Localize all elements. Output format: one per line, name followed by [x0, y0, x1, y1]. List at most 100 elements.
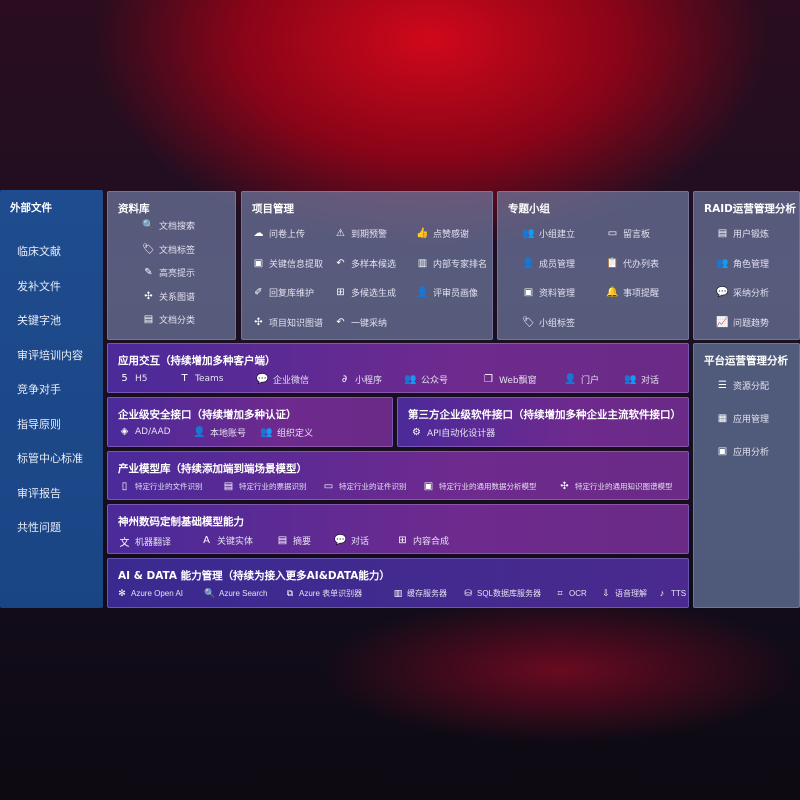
feature-item[interactable]: ▣ 应用分析 [716, 445, 769, 458]
feature-item[interactable]: ⊞ 内容合成 [396, 534, 449, 547]
feature-item[interactable]: 👤 门户 [564, 373, 599, 386]
feature-item[interactable]: 文机器翻译 [118, 534, 172, 549]
feature-item[interactable]: 👥 对话 [624, 373, 659, 386]
sidebar-item[interactable]: 竞争对手 [17, 383, 61, 396]
feature-item[interactable]: ▤ 文档分类 [142, 313, 195, 326]
feature-item[interactable]: 👥 角色管理 [716, 257, 769, 270]
feature-item[interactable]: ⛁ SQL数据库服务器 [462, 588, 541, 599]
feature-item[interactable]: ⊞ 多候选生成 [334, 286, 396, 299]
feature-label: 摘要 [293, 537, 312, 547]
feature-item[interactable]: 🏷 小组标签 [522, 316, 575, 329]
feature-item[interactable]: 👤 本地账号 [193, 426, 246, 439]
web-window-icon: ❐ [484, 374, 493, 385]
feature-item[interactable]: ✎ 高亮提示 [142, 266, 195, 279]
sidebar-item[interactable]: 指导原则 [17, 417, 61, 431]
feature-label: SQL数据库服务器 [477, 589, 542, 598]
feature-label: 点赞感谢 [433, 230, 470, 240]
feature-item[interactable]: ❐ Web飘窗 [482, 373, 537, 386]
feature-item[interactable]: ▣ 关键信息提取 [252, 257, 323, 270]
sidebar-item[interactable]: 共性问题 [17, 521, 61, 534]
feature-item[interactable]: ☁ 问卷上传 [252, 227, 306, 240]
portal-icon: 👤 [564, 374, 577, 385]
feature-item[interactable]: ✐ 回复库维护 [252, 286, 314, 299]
feature-label: 小程序 [355, 376, 383, 386]
sidebar-item[interactable]: 审评培训内容 [17, 348, 83, 362]
feature-item[interactable]: 💬 采纳分析 [716, 286, 769, 299]
feature-label: H5 [135, 373, 148, 384]
feature-item[interactable]: 👍 点赞感谢 [416, 227, 469, 240]
apps-icon: ▦ [717, 413, 728, 424]
sidebar-item[interactable]: 关键字池 [17, 314, 61, 327]
feature-item[interactable]: ✣ 项目知识图谱 [252, 316, 323, 329]
feature-item[interactable]: 👥 小组建立 [522, 227, 575, 240]
feature-label: Azure 表单识别器 [299, 589, 363, 598]
feature-item[interactable]: 🏷 文档标签 [142, 243, 195, 256]
clipboard-icon: 📋 [606, 257, 619, 269]
feature-item[interactable]: ▥ 缓存服务器 [392, 588, 447, 599]
feature-item[interactable]: ⧉ Azure 表单识别器 [284, 588, 362, 599]
feature-item[interactable]: 👥 组织定义 [260, 426, 313, 439]
sql-icon: ⛁ [464, 588, 472, 598]
sidebar-title: 外部文件 [10, 202, 52, 214]
feature-item[interactable]: ▯ 特定行业的文件识别 [118, 481, 203, 492]
ranking-icon: ▥ [417, 257, 428, 269]
feature-item[interactable]: ▣ 特定行业的通用数据分析模型 [422, 481, 537, 492]
sidebar-item[interactable]: 标管中心标准 [17, 452, 83, 465]
feature-label: 留言板 [623, 230, 651, 240]
reply-icon: ↶ [336, 316, 345, 328]
feature-item[interactable]: 💬 企业微信 [256, 373, 309, 386]
feature-label: 小组标签 [539, 318, 576, 329]
feature-item[interactable]: 🔔 事项提醒 [606, 286, 659, 299]
feature-item[interactable]: ☰ 资源分配 [716, 379, 769, 392]
feature-item[interactable]: ✣ 关系图谱 [142, 290, 195, 303]
feature-item[interactable]: ⇩ 语音理解 [600, 588, 647, 599]
feature-item[interactable]: ⌗ OCR [554, 588, 586, 599]
feature-label: 角色管理 [733, 259, 770, 270]
platform-title: 平台运营管理分析 [704, 355, 788, 367]
feature-item[interactable]: 👤 评审员画像 [416, 286, 478, 299]
panel-library: 资料库 🔍 文档搜索 🏷 文档标签 ✎ 高亮提示 ✣ 关系图谱 ▤ 文档分类 [107, 191, 236, 340]
knowledge-graph-icon: ✣ [254, 316, 263, 328]
feature-item[interactable]: ▭ 特定行业的证件识别 [322, 481, 407, 492]
feature-item[interactable]: 👥 公众号 [404, 373, 448, 386]
feature-item[interactable]: 🔍 文档搜索 [142, 219, 195, 232]
chat-icon: 👥 [624, 374, 637, 385]
users-icon: 👥 [716, 257, 729, 269]
file-icon: ▯ [121, 481, 128, 492]
sidebar-item[interactable]: 发补文件 [17, 279, 61, 293]
feature-item[interactable]: ▤ 用户锻炼 [716, 227, 769, 240]
feature-item[interactable]: ⚙ API自动化设计器 [410, 426, 495, 439]
feature-label: 内容合成 [413, 537, 450, 547]
feature-item[interactable]: ▥ 内部专家排名 [416, 257, 487, 270]
feature-item[interactable]: ✻ Azure Open AI [116, 588, 183, 599]
feature-item[interactable]: ∂ 小程序 [338, 373, 382, 386]
feature-item[interactable]: T Teams [178, 373, 223, 384]
sidebar-item[interactable]: 审评报告 [17, 486, 61, 500]
feature-item[interactable]: ▭ 留言板 [606, 227, 650, 240]
feature-item[interactable]: 📈 问题趋势 [716, 316, 769, 329]
feature-item[interactable]: ⚠ 到期预警 [334, 227, 387, 240]
feature-item[interactable]: ▤ 特定行业的票据识别 [222, 481, 307, 492]
feature-item[interactable]: ↶ 一键采纳 [334, 316, 387, 329]
feature-item[interactable]: 📋 代办列表 [606, 257, 659, 270]
trend-icon: 📈 [716, 316, 729, 328]
feature-item[interactable]: ♪ TTS [656, 588, 686, 598]
feature-label: Web飘窗 [499, 376, 537, 386]
feature-item[interactable]: ↶ 多样本候选 [334, 257, 396, 270]
feature-label: 代办列表 [623, 259, 660, 270]
feature-item[interactable]: 💬 对话 [334, 534, 369, 547]
analysis-icon: ▣ [717, 446, 728, 457]
feature-label: 问题趋势 [733, 318, 770, 329]
feature-item[interactable]: 👤 成员管理 [522, 257, 575, 270]
sidebar-item[interactable]: 临床文献 [17, 245, 61, 258]
feature-item[interactable]: A 关键实体 [200, 534, 253, 547]
feature-item[interactable]: ▣ 资料管理 [522, 286, 575, 299]
edit-icon: ✐ [254, 287, 263, 298]
feature-item[interactable]: 5 H5 [118, 373, 148, 384]
feature-item[interactable]: ▤ 摘要 [276, 534, 311, 547]
puzzle-icon: ⊞ [336, 287, 345, 298]
feature-item[interactable]: ▦ 应用管理 [716, 412, 769, 425]
feature-item[interactable]: ◈ AD/AAD [118, 426, 171, 437]
feature-item[interactable]: 🔍 Azure Search [204, 588, 267, 599]
feature-item[interactable]: ✣ 特定行业的通用知识图谱模型 [558, 481, 672, 492]
